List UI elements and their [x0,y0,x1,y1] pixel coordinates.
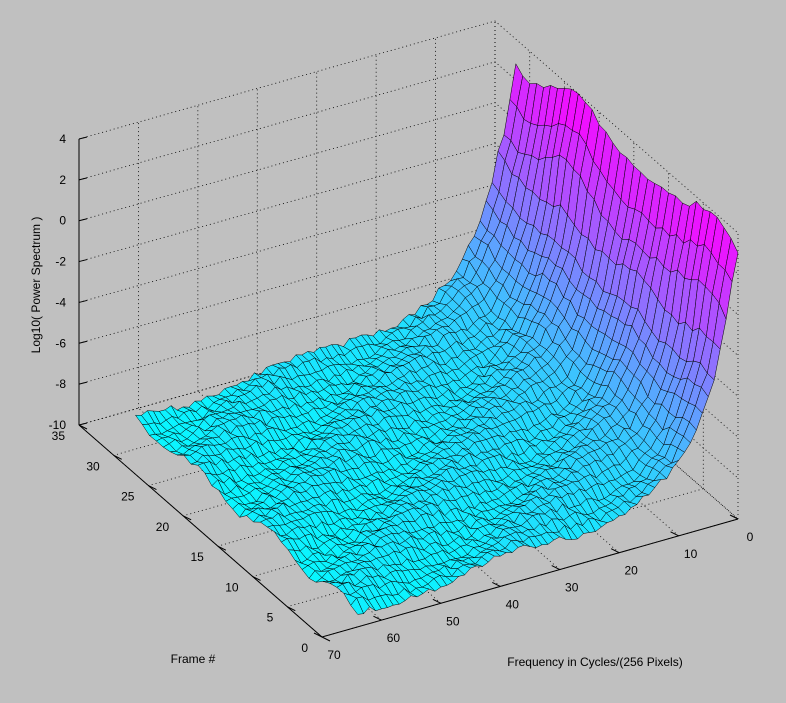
x-tick-label: 10 [684,547,698,561]
y-tick-mark [287,606,296,612]
y-tick-mark [182,515,192,521]
x-tick-mark [610,548,620,554]
x-tick-mark [729,514,739,520]
z-tick-label: -6 [55,336,66,350]
y-tick-label: 10 [225,580,239,594]
z-axis-label: Log10( Power Spectrum ) [29,217,43,354]
grid-line [78,143,739,356]
z-tick-mark [78,136,88,140]
x-tick-label: 20 [624,564,638,578]
y-tick-label: 35 [52,429,66,443]
y-tick-mark [217,545,227,551]
surface-patch [350,597,364,615]
x-tick-mark [670,531,679,537]
x-tick-label: 50 [446,614,460,628]
x-axis-label: Frequency in Cycles/(256 Pixels) [507,655,682,669]
y-tick-label: 15 [190,550,204,564]
z-tick-label: -2 [55,255,66,269]
z-tick-mark [78,259,88,263]
y-tick-label: 5 [267,611,274,625]
z-tick-label: 4 [59,132,66,146]
x-tick-label: 70 [327,648,341,662]
z-tick-mark [78,381,88,385]
surface-mesh [135,63,739,615]
y-tick-mark [252,575,261,581]
x-tick-label: 30 [565,581,579,595]
y-tick-mark [148,485,157,491]
z-tick-label: 0 [59,214,66,228]
z-tick-label: 2 [59,173,66,187]
z-tick-label: -4 [55,295,66,309]
axes-box [78,136,739,642]
z-tick-mark [78,177,88,181]
y-tick-label: 25 [121,490,135,504]
z-tick-mark [78,299,88,303]
x-tick-label: 60 [387,631,401,645]
x-tick-mark [492,581,501,587]
z-tick-label: -8 [55,377,66,391]
y-tick-mark [113,454,122,460]
grid-line [78,61,739,275]
x-tick-mark [551,565,560,571]
x-tick-label: 0 [747,530,754,544]
x-tick-mark [432,598,442,604]
y-axis-label: Frame # [171,652,216,666]
x-tick-label: 40 [506,597,520,611]
x-tick-mark [373,615,382,621]
tick-labels: 420-2-4-6-8-1005101520253035010203040506… [49,132,754,662]
x-tick-mark [313,632,323,638]
y-tick-label: 0 [301,641,308,655]
z-tick-label: -10 [49,418,67,432]
y-tick-mark [321,636,331,642]
z-tick-mark [78,422,88,426]
grid-line [78,102,739,316]
y-tick-mark [78,424,88,430]
z-tick-mark [78,218,88,222]
y-tick-label: 30 [86,459,100,473]
z-tick-mark [78,340,88,344]
y-tick-label: 20 [156,520,170,534]
grid-line [78,20,739,234]
